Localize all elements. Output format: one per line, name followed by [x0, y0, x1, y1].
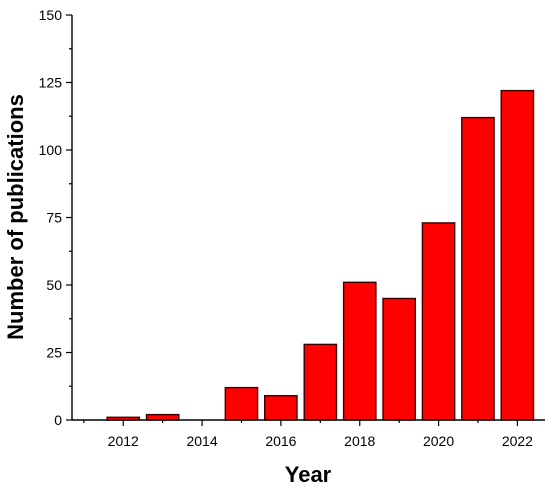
y-tick-label: 125 [39, 75, 63, 91]
y-tick-label: 100 [39, 142, 63, 158]
bar-2018 [342, 281, 377, 421]
x-tick-label: 2016 [265, 433, 296, 449]
y-tick-label: 150 [39, 7, 63, 23]
bars-layer [106, 89, 535, 421]
y-tick-label: 75 [46, 210, 62, 226]
x-tick-label: 2012 [108, 433, 139, 449]
y-tick-label: 25 [46, 345, 62, 361]
bar-2022 [500, 89, 535, 421]
y-tick-label: 50 [46, 277, 62, 293]
x-tick-label: 2014 [186, 433, 217, 449]
bar-2019 [382, 297, 416, 421]
y-tick-label: 0 [54, 412, 62, 428]
x-axis-title: Year [285, 462, 332, 487]
bar-2016 [264, 395, 298, 421]
x-tick-label: 2018 [344, 433, 375, 449]
bar-2015 [224, 386, 259, 421]
bar-2017 [303, 343, 338, 421]
x-tick-label: 2022 [502, 433, 533, 449]
x-tick-label: 2020 [423, 433, 454, 449]
x-ticks-layer: 2012 2014 2016 2018 2020 2022 [83, 420, 533, 449]
y-ticks-layer: 0 25 50 75 100 125 150 [39, 7, 72, 428]
bar-2020 [421, 222, 456, 421]
bar-2021 [461, 116, 495, 421]
y-axis-title: Number of publications [3, 94, 28, 340]
bar-2013 [145, 413, 180, 421]
